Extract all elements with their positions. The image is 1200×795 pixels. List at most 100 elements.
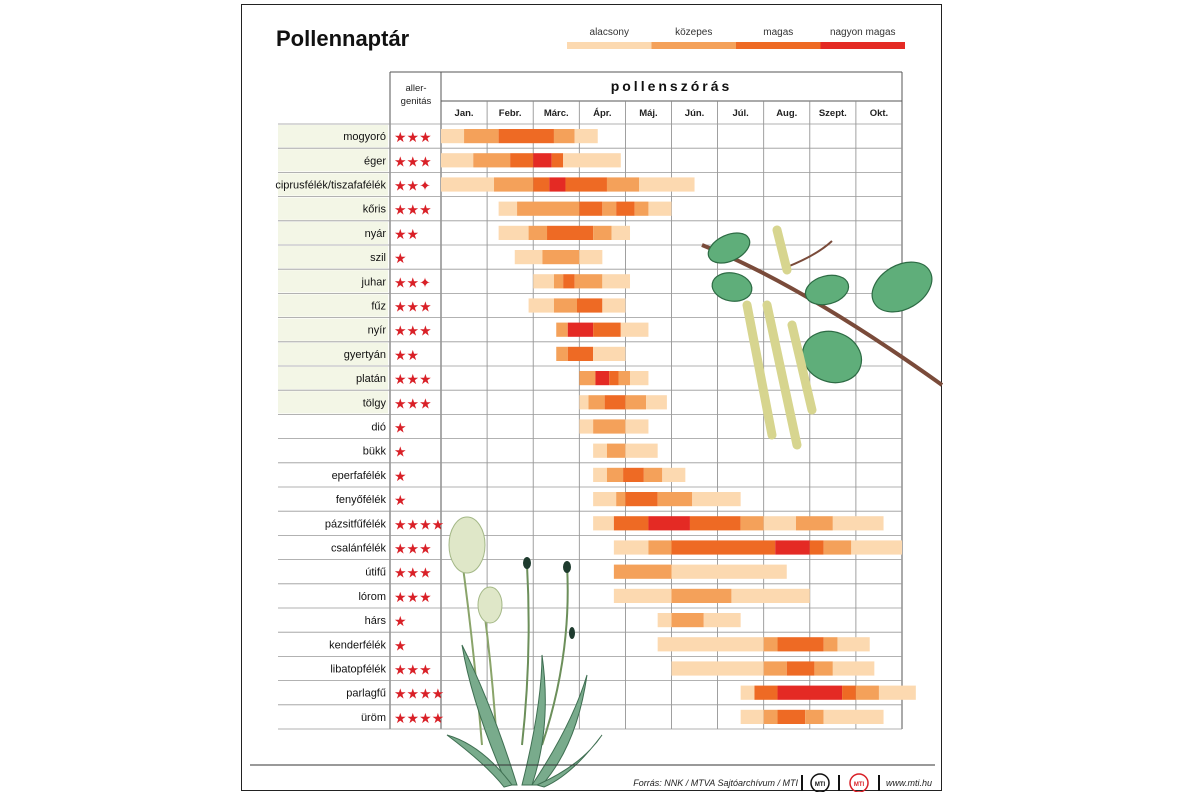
pollen-segment (593, 346, 626, 361)
legend-label-3: magas (763, 27, 793, 38)
pollen-segment (606, 177, 640, 192)
pollen-segment (662, 467, 686, 482)
pollen-segment (517, 201, 580, 216)
birch-catkin (772, 225, 792, 275)
month-label: Jún. (685, 108, 705, 119)
pollen-segment (657, 613, 672, 628)
pollen-segment (593, 225, 612, 240)
month-label: Ápr. (593, 108, 611, 119)
pollen-segment (556, 346, 568, 361)
month-label: Máj. (639, 108, 657, 119)
month-label: Szept. (819, 108, 847, 119)
chart-frame: alacsony közepes magas nagyon magas Pollenn… (241, 4, 943, 792)
plant-name: libatopfélék (330, 664, 386, 676)
allergen-stars: ★ (394, 638, 407, 654)
pollen-segment (671, 564, 787, 579)
grass-panicle (448, 516, 486, 574)
mti-logo-text: MTI (815, 782, 826, 788)
legend-label-2: közepes (675, 27, 712, 38)
plantain-head (563, 561, 571, 573)
footer: Forrás: NNK / MTVA Sajtóarchívum / MTI MT… (250, 764, 935, 792)
pollen-segment (618, 371, 631, 386)
birch-catkin (787, 320, 817, 415)
pollen-segment (528, 225, 548, 240)
pollen-segment (763, 709, 778, 724)
legend: alacsony közepes magas nagyon magas (567, 27, 905, 49)
allergen-stars: ★★★ (394, 663, 432, 679)
pollen-segment (593, 492, 617, 507)
chart-title: Pollennaptár (276, 26, 410, 51)
pollen-segment (639, 177, 695, 192)
allergen-stars: ★★★ (394, 324, 432, 340)
footer-source: Forrás: NNK / MTVA Sajtóarchívum / MTI (633, 778, 798, 788)
plant-name: platán (356, 373, 386, 385)
pollen-segment (567, 322, 594, 337)
mti-archive-logo-icon (849, 773, 869, 792)
pollen-segment (602, 298, 626, 313)
pollen-segment (556, 322, 568, 337)
pollen-segment (551, 153, 564, 168)
pollen-segment (494, 177, 534, 192)
pollen-segment (588, 395, 605, 410)
pollen-segment (593, 322, 621, 337)
pollen-segment (630, 371, 649, 386)
plant-name: mogyoró (343, 131, 386, 143)
plant-name: útifű (365, 567, 386, 579)
row-label-bg (278, 173, 388, 196)
pollen-segment (648, 540, 672, 555)
pollen-segment (606, 467, 624, 482)
plant-name: kőris (363, 204, 387, 216)
pollen-segment (625, 492, 658, 507)
row-label-bg (278, 391, 388, 414)
allergen-stars: ★★★ (394, 590, 432, 606)
pollen-calendar-chart: alacsony közepes magas nagyon magas Pollenn… (250, 26, 943, 792)
birch-leaf (871, 261, 933, 313)
pollen-segment (634, 201, 649, 216)
pollen-segment (648, 516, 690, 531)
plantain-stem (541, 564, 569, 746)
pollen-segment (878, 685, 916, 700)
pollen-segment (832, 661, 875, 676)
pollen-segment (692, 492, 741, 507)
pollen-segment (786, 661, 815, 676)
pollen-segment (579, 201, 603, 216)
pollen-segment (441, 177, 495, 192)
plantain-leaf (521, 654, 546, 786)
pollen-segment (593, 443, 607, 458)
plant-name: lórom (358, 591, 386, 603)
pollen-segment (613, 588, 672, 603)
pollen-segment (542, 250, 580, 265)
pollen-segment (498, 225, 529, 240)
pollen-segment (671, 613, 704, 628)
footer-url: www.mti.hu (886, 778, 932, 788)
plant-name: parlagfű (346, 688, 386, 700)
birch-leaf (804, 274, 850, 306)
table-labels: Pollennaptár aller-genitás pollenszórás Jan… (275, 26, 888, 727)
allergen-stars: ★★★ (394, 372, 432, 388)
month-label: Márc. (544, 108, 569, 119)
legend-swatch-1 (567, 42, 652, 49)
plantain-head (569, 627, 575, 639)
plant-name: szil (370, 252, 386, 264)
row-label-bg (278, 294, 388, 317)
pollen-segment (805, 709, 824, 724)
pollen-segment (851, 540, 902, 555)
pollen-segment (754, 685, 778, 700)
birch-leaf (707, 232, 751, 264)
pollen-segment (703, 613, 741, 628)
plant-illustrations (446, 225, 943, 788)
pollen-segment (625, 419, 649, 434)
pollen-segment (855, 685, 879, 700)
pollen-segment (837, 637, 870, 652)
pollen-segment (604, 395, 626, 410)
pollen-segment (593, 419, 626, 434)
plantain-leaf (461, 644, 518, 786)
allergen-stars: ★★★★ (394, 517, 444, 533)
pollen-segment (514, 250, 543, 265)
pollen-segment (441, 153, 474, 168)
pollen-segment (579, 419, 594, 434)
plant-name: éger (364, 155, 386, 167)
allergen-stars: ★ (394, 493, 407, 509)
birch-leaf (801, 330, 863, 384)
pollen-segment (823, 709, 884, 724)
